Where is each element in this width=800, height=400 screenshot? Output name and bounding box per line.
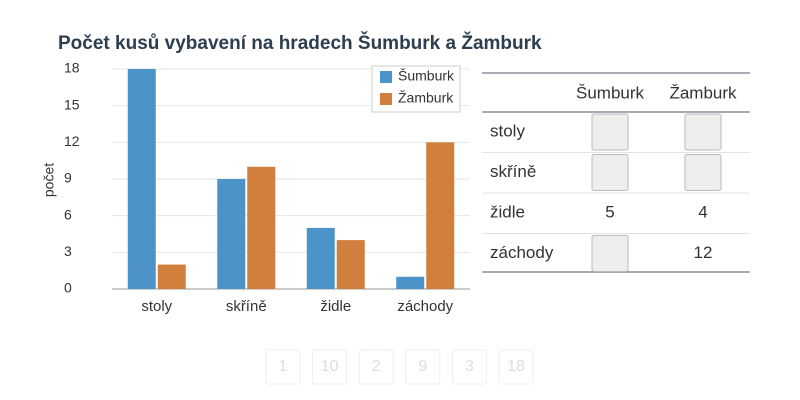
tile-label[interactable]: 1 <box>279 358 288 375</box>
answer-box[interactable] <box>591 235 629 272</box>
row-label: skříně <box>490 162 536 181</box>
legend-label: Šumburk <box>398 68 455 84</box>
tile[interactable] <box>405 349 441 385</box>
chart-title: Počet kusů vybavení na hradech Šumburk a… <box>58 32 542 54</box>
tile[interactable] <box>498 349 534 385</box>
y-tick-label: 0 <box>64 280 72 296</box>
bar <box>217 179 246 289</box>
cell-value: 4 <box>698 202 707 221</box>
tile-label[interactable]: 9 <box>418 358 427 375</box>
legend-label: Žamburk <box>398 90 454 106</box>
bar <box>396 276 425 289</box>
row-label: židle <box>490 202 525 221</box>
tile-label[interactable]: 10 <box>321 358 339 375</box>
x-tick-label: stoly <box>141 298 172 315</box>
x-tick-label: židle <box>320 298 351 315</box>
tile[interactable] <box>451 349 487 385</box>
answer-box[interactable] <box>591 113 629 151</box>
answer-box[interactable] <box>684 154 722 191</box>
column-header: Šumburk <box>576 83 645 102</box>
tile[interactable] <box>312 349 348 385</box>
row-label: stoly <box>490 121 525 140</box>
bar <box>336 240 365 289</box>
y-tick-label: 15 <box>64 96 80 112</box>
legend-swatch <box>380 93 392 105</box>
x-tick-label: záchody <box>397 298 453 315</box>
tile-label[interactable]: 18 <box>507 358 525 375</box>
y-tick-label: 18 <box>64 60 80 76</box>
tile[interactable] <box>265 349 301 385</box>
y-tick-label: 9 <box>64 170 72 186</box>
answer-box[interactable] <box>591 154 629 191</box>
bar <box>127 69 156 289</box>
bar <box>306 227 335 289</box>
bar <box>247 166 276 289</box>
y-axis-label: počet <box>41 163 57 197</box>
x-tick-label: skříně <box>226 298 267 315</box>
cell-value: 5 <box>605 202 614 221</box>
bar <box>426 142 455 289</box>
y-tick-label: 3 <box>64 243 72 259</box>
cell-value: 12 <box>694 243 713 262</box>
answer-box[interactable] <box>684 113 722 151</box>
tile-label[interactable]: 2 <box>372 358 381 375</box>
column-header: Žamburk <box>669 83 737 102</box>
tile[interactable] <box>358 349 394 385</box>
y-tick-label: 6 <box>64 206 72 222</box>
row-label: záchody <box>490 243 554 262</box>
legend-swatch <box>380 71 392 83</box>
y-tick-label: 12 <box>64 133 80 149</box>
tile-label[interactable]: 3 <box>465 358 474 375</box>
bar <box>157 264 186 289</box>
